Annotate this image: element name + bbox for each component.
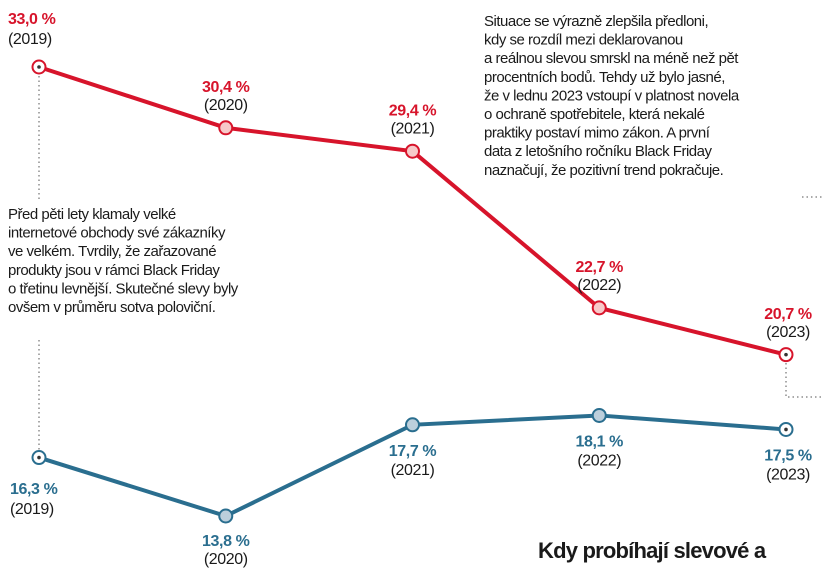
marker (218, 120, 234, 136)
annotation: produkty jsou v rámci Black Friday (8, 262, 220, 279)
marker-center (37, 65, 41, 69)
annotation: data z letošního ročníku Black Friday (484, 143, 712, 160)
annotation: Situace se výrazně zlepšila předloni, (484, 13, 708, 30)
value-label: 16,3 % (10, 481, 58, 498)
category-label: (2020) (204, 97, 248, 114)
value-label: 17,5 % (764, 448, 812, 465)
value-label: 18,1 % (576, 434, 624, 451)
annotation: o třetinu levnější. Skutečné slevy byly (8, 280, 239, 297)
value-label: 29,4 % (389, 102, 437, 119)
annotation: že v lednu 2023 vstoupí v platnost novel… (484, 87, 740, 104)
annotation: kdy se rozdíl mezi deklarovanou (484, 32, 683, 49)
value-label: 20,7 % (764, 306, 812, 323)
category-label: (2022) (577, 277, 621, 294)
annotation: ve velkém. Tvrdily, že zařazované (8, 243, 216, 260)
annotation: Před pěti lety klamaly velké (8, 206, 176, 223)
value-label: 30,4 % (202, 79, 250, 96)
value-label: 13,8 % (202, 533, 250, 550)
category-label: (2022) (577, 453, 621, 470)
guide (785, 363, 823, 398)
annotation: procentních bodů. Tehdy už bylo jasné, (484, 69, 725, 86)
annotation: a reálnou slevou smrskl na méně než pět (484, 50, 739, 67)
annotation: naznačují, že pozitivní trend pokračuje. (484, 162, 723, 179)
marker (591, 407, 607, 423)
marker-center (784, 352, 788, 357)
value-label: 33,0 % (8, 11, 56, 28)
category-label: (2023) (766, 324, 810, 341)
value-label: 17,7 % (389, 443, 437, 460)
value-label: 22,7 % (576, 259, 624, 276)
category-label: (2020) (204, 551, 248, 568)
annotation: internetové obchody své zákazníky (8, 225, 226, 242)
annotation: praktiky postaví mimo zákon. A první (484, 125, 711, 142)
heading: Kdy probíhají slevové a (538, 538, 767, 563)
category-label: (2019) (10, 501, 54, 518)
marker (218, 508, 234, 524)
category-label: (2019) (8, 31, 52, 48)
marker (405, 143, 420, 159)
category-label: (2023) (766, 467, 810, 484)
marker-center (37, 455, 41, 460)
annotation: ovšem v průměru sotva poloviční. (8, 299, 215, 316)
category-label: (2021) (391, 120, 435, 137)
annotation: o ochraně spotřebitele, která nekalé (484, 106, 705, 123)
marker (591, 300, 607, 316)
marker-center (784, 427, 788, 432)
marker (405, 417, 420, 433)
category-label: (2021) (391, 462, 435, 479)
